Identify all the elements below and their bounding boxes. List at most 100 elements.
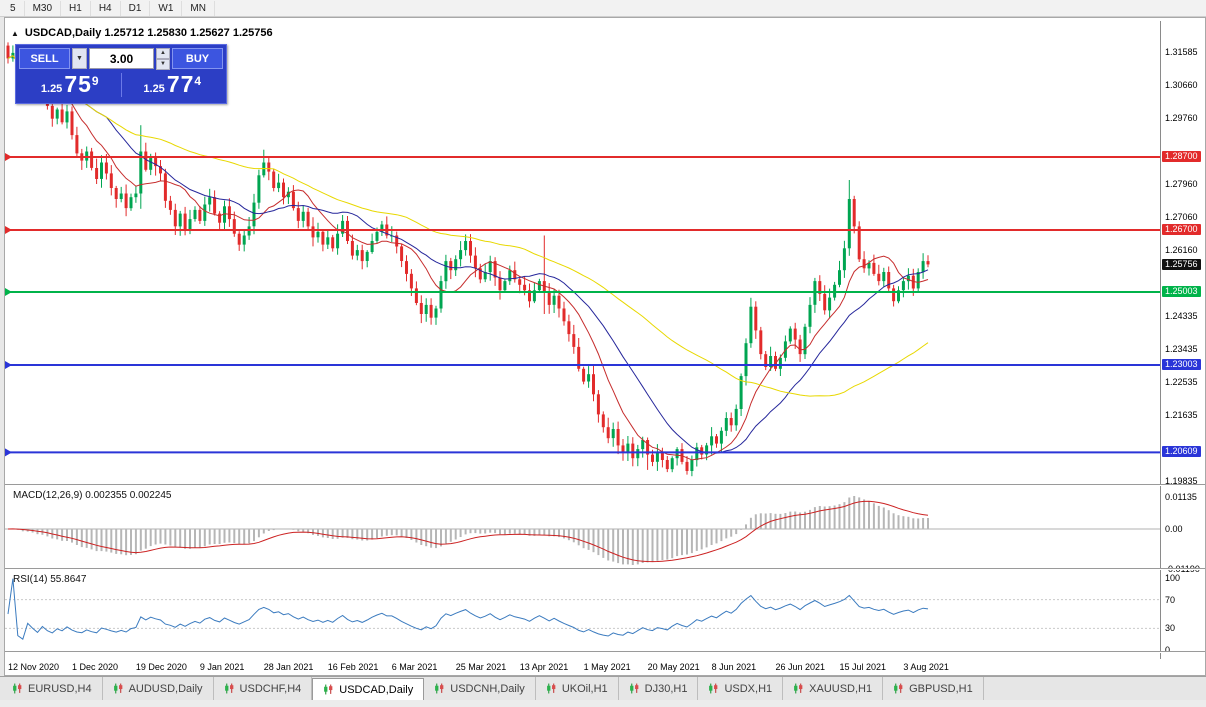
panel-separator[interactable]	[5, 568, 1205, 570]
date-label: 3 Aug 2021	[903, 662, 949, 672]
volume-stepper[interactable]: ▲ ▼	[156, 48, 170, 70]
buy-price-prefix: 1.25	[143, 83, 165, 95]
price-axis-label: 1.22535	[1165, 377, 1198, 388]
date-label: 9 Jan 2021	[199, 662, 245, 672]
date-label: 15 Jul 2021	[839, 662, 887, 672]
date-label: 6 Mar 2021	[391, 662, 438, 672]
tab-label: XAUUSD,H1	[809, 682, 873, 695]
tab-label: UKOil,H1	[561, 682, 608, 695]
candles-layer	[6, 42, 930, 477]
time-axis[interactable]: 12 Nov 2020 1 Dec 2020 19 Dec 2020 9 Jan 20…	[5, 659, 1160, 675]
macd-signal-line	[7, 500, 929, 563]
status-strip	[0, 700, 1206, 707]
volume-dropdown-button[interactable]: ▼	[72, 48, 87, 69]
tab-label: EURUSD,H4	[28, 682, 92, 695]
macd-axis-label: 0.00	[1165, 524, 1183, 534]
tab-dj30-h1[interactable]: DJ30,H1	[619, 677, 699, 700]
price-divider	[120, 72, 122, 97]
level-marker-icon	[5, 288, 12, 296]
price-axis[interactable]: 1.31585 1.30660 1.29760 1.27960 1.27060 1.261…	[1160, 21, 1205, 659]
price-badge: 1.28700	[1162, 151, 1201, 162]
sell-price-pips: 75	[64, 71, 92, 97]
sell-button[interactable]: SELL	[19, 48, 70, 69]
price-axis-label: 1.26160	[1165, 244, 1198, 255]
chart-icon	[435, 683, 444, 694]
timeframe-h1[interactable]: H1	[61, 0, 91, 16]
date-label: 25 Mar 2021	[455, 662, 507, 672]
tab-xauusd-h1[interactable]: XAUUSD,H1	[783, 677, 884, 700]
panel-separator[interactable]	[5, 651, 1205, 653]
panel-separator[interactable]	[5, 484, 1205, 486]
rsi-line	[7, 578, 929, 641]
buy-price[interactable]: 1.25774	[122, 71, 224, 98]
chart-tab-bar: EURUSD,H4 AUDUSD,Daily USDCHF,H4 USDCAD,…	[0, 676, 1206, 700]
tab-eurusd-h4[interactable]: EURUSD,H4	[2, 677, 103, 700]
timeframe-d1[interactable]: D1	[121, 0, 151, 16]
chart-icon	[324, 684, 333, 695]
level-marker-icon	[5, 448, 12, 457]
timeframe-toolbar: 5 M30 H1 H4 D1 W1 MN	[0, 0, 1206, 17]
macd-layer	[5, 496, 1160, 565]
date-label: 26 Jun 2021	[775, 662, 826, 672]
one-click-collapse-icon[interactable]: ▲	[11, 28, 19, 38]
timeframe-m30[interactable]: M30	[25, 0, 62, 16]
date-label: 16 Feb 2021	[327, 662, 379, 672]
price-axis-label: 1.19835	[1165, 475, 1198, 486]
timeframe-w1[interactable]: W1	[150, 0, 183, 16]
rsi-axis-label: 30	[1165, 623, 1176, 634]
chart-icon	[224, 683, 233, 694]
chart-icon	[629, 683, 639, 694]
level-marker-icon	[5, 153, 12, 161]
stepper-down-icon[interactable]: ▼	[156, 59, 170, 70]
price-axis-label: 1.24335	[1165, 311, 1198, 322]
price-axis-label: 1.21635	[1165, 409, 1198, 420]
date-label: 20 May 2021	[647, 662, 700, 672]
tab-label: USDX,H1	[724, 682, 773, 695]
level-marker-icon	[5, 361, 12, 369]
price-badge: 1.25003	[1162, 286, 1201, 297]
chart-icon	[794, 683, 803, 694]
buy-price-pips: 77	[166, 71, 195, 97]
moving-averages-layer	[7, 55, 929, 461]
chart-canvas[interactable]	[5, 21, 1160, 659]
price-badge: 1.23003	[1162, 359, 1201, 370]
chart-icon	[13, 683, 22, 694]
price-axis-label: 1.31585	[1165, 46, 1198, 57]
rsi-axis-label: 70	[1165, 594, 1176, 605]
chart-icon	[546, 683, 556, 694]
tab-usdcad-daily[interactable]: USDCAD,Daily	[312, 678, 425, 700]
tab-gbpusd-h1[interactable]: GBPUSD,H1	[883, 677, 984, 700]
sell-price-point: 9	[91, 74, 99, 88]
fast-ma-line	[7, 55, 929, 461]
price-badge: 1.20609	[1162, 446, 1201, 458]
chart-icon	[894, 683, 903, 694]
volume-input[interactable]	[89, 48, 154, 69]
tab-usdchf-h4[interactable]: USDCHF,H4	[214, 677, 313, 700]
sell-price[interactable]: 1.25759	[19, 71, 121, 98]
level-marker-icon	[5, 226, 12, 234]
timeframe-m5[interactable]: 5	[2, 0, 25, 16]
tab-usdcnh-daily[interactable]: USDCNH,Daily	[424, 677, 536, 700]
tab-audusd-daily[interactable]: AUDUSD,Daily	[103, 677, 214, 700]
tab-label: GBPUSD,H1	[909, 682, 973, 695]
stepper-up-icon[interactable]: ▲	[156, 48, 170, 59]
tab-label: AUDUSD,Daily	[128, 682, 203, 695]
date-label: 19 Dec 2020	[135, 662, 187, 672]
medium-ma-line	[7, 55, 929, 454]
timeframe-h4[interactable]: H4	[91, 0, 121, 16]
date-label: 13 Apr 2021	[519, 662, 569, 672]
rsi-indicator-title: RSI(14) 55.8647	[13, 574, 87, 585]
chart-icon	[113, 683, 122, 694]
date-label: 8 Jun 2021	[711, 662, 757, 672]
tab-label: USDCNH,Daily	[450, 682, 525, 695]
price-axis-label: 1.30660	[1165, 80, 1198, 91]
sell-price-prefix: 1.25	[40, 83, 63, 95]
tab-ukoil-h1[interactable]: UKOil,H1	[536, 677, 619, 700]
buy-button[interactable]: BUY	[172, 48, 223, 69]
date-label: 12 Nov 2020	[8, 662, 60, 672]
chart-title: ▲ USDCAD,Daily 1.25712 1.25830 1.25627 1…	[11, 27, 273, 39]
timeframe-mn[interactable]: MN	[182, 0, 215, 16]
price-axis-label: 1.27960	[1165, 179, 1198, 189]
tab-usdx-h1[interactable]: USDX,H1	[698, 677, 784, 700]
rsi-layer	[5, 578, 1160, 641]
